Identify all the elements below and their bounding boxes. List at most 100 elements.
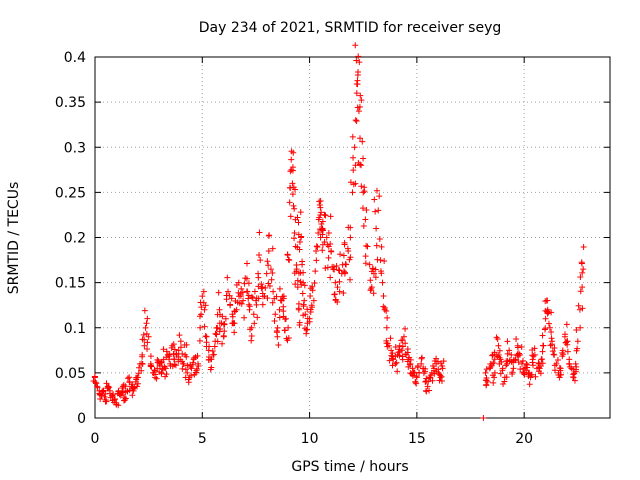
data-point: [354, 81, 361, 88]
data-point: [526, 381, 533, 388]
data-point: [200, 288, 207, 295]
data-point: [267, 266, 274, 273]
data-point: [148, 363, 155, 370]
data-point: [494, 336, 501, 343]
data-point: [554, 357, 561, 364]
data-point: [216, 306, 223, 313]
data-point: [542, 315, 549, 322]
data-point: [240, 297, 247, 304]
data-point: [97, 395, 104, 402]
data-point: [429, 377, 436, 384]
data-point: [201, 323, 208, 330]
data-point: [100, 387, 107, 394]
data-point: [572, 360, 579, 367]
data-point: [289, 180, 296, 187]
data-point: [410, 369, 417, 376]
data-point: [352, 180, 359, 187]
data-point: [188, 365, 195, 372]
data-point: [323, 234, 330, 241]
data-point: [392, 360, 399, 367]
y-tick-label: 0.2: [64, 231, 86, 247]
data-point: [504, 350, 511, 357]
data-point: [313, 248, 320, 255]
data-point: [119, 384, 126, 391]
data-point: [483, 366, 490, 373]
data-point: [487, 364, 494, 371]
data-point: [103, 380, 110, 387]
data-point: [523, 367, 530, 374]
data-point: [530, 362, 537, 369]
data-point: [306, 318, 313, 325]
data-point: [286, 184, 293, 191]
data-point: [194, 352, 201, 359]
data-point: [379, 279, 386, 286]
data-point: [402, 340, 409, 347]
data-point: [156, 362, 163, 369]
data-point: [171, 346, 178, 353]
data-point: [528, 371, 535, 378]
data-point: [513, 336, 520, 342]
data-point: [535, 364, 542, 371]
data-point: [171, 356, 178, 363]
data-point: [301, 297, 308, 304]
data-point: [221, 328, 228, 335]
data-point: [350, 167, 357, 174]
data-point: [291, 229, 298, 236]
data-point: [269, 269, 276, 276]
data-point: [373, 187, 380, 194]
data-point: [570, 373, 577, 380]
data-point: [334, 298, 341, 305]
data-point: [377, 257, 384, 264]
data-point: [168, 344, 175, 351]
y-tick-label: 0: [77, 411, 86, 427]
data-point: [426, 374, 433, 381]
data-point: [294, 214, 301, 221]
data-point: [545, 309, 552, 316]
data-point: [206, 343, 213, 350]
data-point: [501, 378, 508, 385]
data-point: [580, 266, 587, 273]
data-points: [90, 42, 587, 421]
data-point: [566, 360, 573, 367]
data-point: [280, 303, 287, 310]
data-point: [166, 353, 173, 360]
data-point: [424, 383, 431, 390]
data-point: [313, 257, 320, 264]
data-point: [560, 351, 567, 358]
data-point: [176, 332, 183, 339]
y-tick-label: 0.05: [55, 366, 86, 382]
data-point: [290, 202, 297, 209]
data-point: [353, 90, 360, 97]
data-point: [297, 278, 304, 285]
data-point: [393, 359, 400, 366]
data-point: [318, 209, 325, 216]
data-point: [499, 367, 506, 374]
data-point: [519, 357, 526, 364]
data-point: [136, 364, 143, 371]
data-point: [291, 235, 298, 242]
data-point: [319, 231, 326, 238]
data-point: [269, 299, 276, 306]
data-point: [99, 388, 106, 395]
data-point: [358, 183, 365, 190]
data-point: [364, 243, 371, 250]
data-point: [285, 324, 292, 331]
data-point: [300, 269, 307, 276]
data-point: [325, 229, 332, 236]
data-point: [264, 295, 271, 302]
data-point: [372, 266, 379, 273]
data-point: [219, 313, 226, 320]
data-point: [399, 343, 406, 350]
data-point: [409, 365, 416, 372]
data-point: [396, 346, 403, 353]
data-point: [302, 311, 309, 318]
axis-ticks: 0 0.05 0.1 0.15 0.2 0.25 0.3 0.35 0.4 0 5 10 15 20: [55, 50, 610, 447]
data-point: [227, 301, 234, 308]
data-point: [495, 352, 502, 359]
data-point: [299, 258, 306, 265]
data-point: [220, 332, 227, 339]
data-point: [91, 374, 98, 381]
data-point: [178, 358, 185, 365]
data-point: [153, 375, 160, 382]
